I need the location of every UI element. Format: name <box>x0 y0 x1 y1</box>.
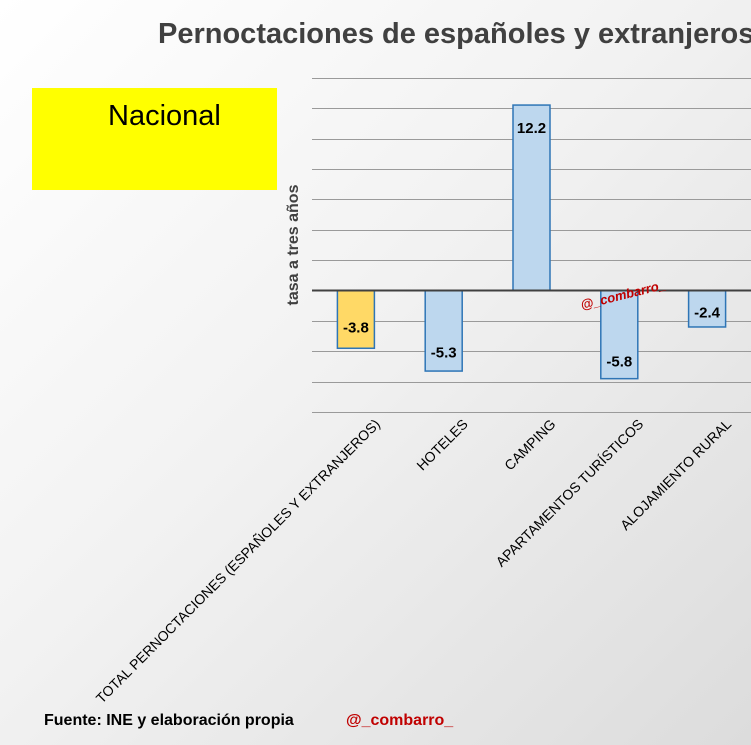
y-axis-label: tasa a tres años <box>285 184 302 305</box>
bar <box>687 289 727 328</box>
bar-value-label: -5.8 <box>606 354 632 371</box>
bar <box>512 104 551 292</box>
source-note: Fuente: INE y elaboración propia <box>44 712 294 729</box>
bars <box>336 104 727 380</box>
category-label: APARTAMENTOS TURÍSTICOS <box>492 416 646 570</box>
value-labels: -3.8 -5.3 12.2 -5.8 -2.4 <box>343 120 721 370</box>
region-badge: Nacional <box>32 88 277 190</box>
region-badge-label: Nacional <box>108 100 221 132</box>
category-labels: TOTAL PERNOCTACIONES (ESPAÑOLES Y EXTRAN… <box>93 416 735 707</box>
bar-value-label: -2.4 <box>694 305 721 322</box>
bar-value-label: -5.3 <box>431 345 457 362</box>
bar <box>600 289 639 380</box>
bar-value-label: -3.8 <box>343 320 369 337</box>
bar-value-label: 12.2 <box>517 120 546 137</box>
bar <box>424 289 463 372</box>
category-label: TOTAL PERNOCTACIONES (ESPAÑOLES Y EXTRAN… <box>93 416 383 706</box>
author-handle: @_combarro_ <box>346 712 454 729</box>
category-label: HOTELES <box>413 416 471 474</box>
bar <box>336 289 376 350</box>
chart-title: Pernoctaciones de españoles y extranjero… <box>158 18 751 50</box>
category-label: CAMPING <box>501 416 559 474</box>
